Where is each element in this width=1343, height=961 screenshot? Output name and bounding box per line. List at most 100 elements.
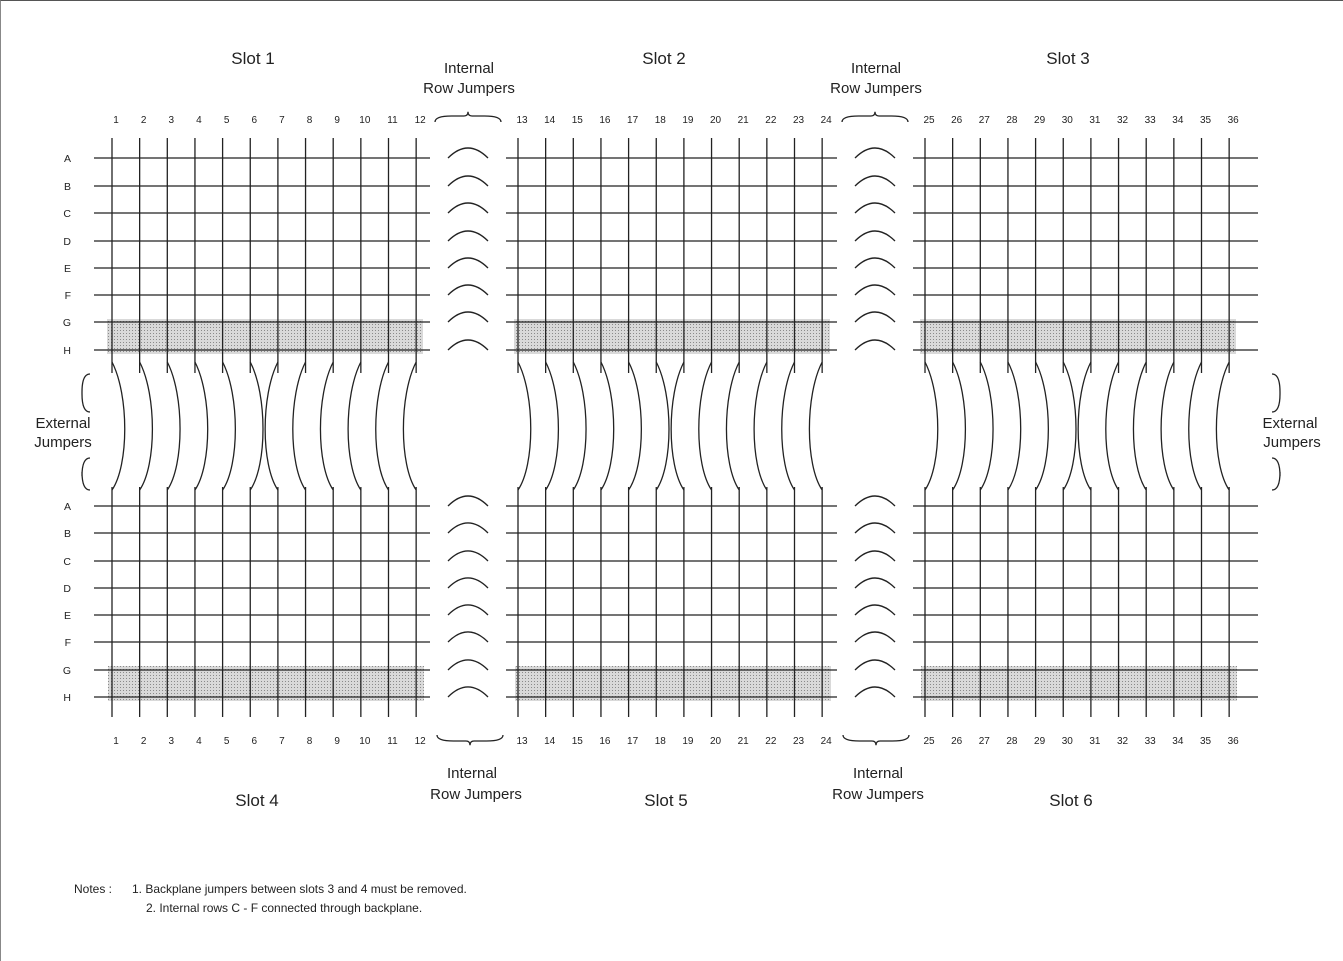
external-jumper-4 — [194, 361, 209, 491]
external-jumper-26 — [952, 361, 967, 491]
column-number-top-8: 8 — [307, 115, 313, 126]
row-label-top-G: G — [63, 317, 71, 329]
row-line-bottom-C — [94, 550, 1258, 562]
row-line-top-D — [94, 230, 1258, 242]
column-number-bottom-19: 19 — [682, 736, 694, 747]
column-number-bottom-12: 12 — [415, 736, 427, 747]
external-jumper-34 — [1160, 361, 1175, 491]
slot-3-title: Slot 3 — [1046, 49, 1089, 68]
external-jumper-13 — [517, 361, 532, 491]
column-number-top-23: 23 — [793, 115, 805, 126]
note-2: 2. Internal rows C - F connected through… — [146, 901, 422, 915]
row-label-top-A: A — [64, 153, 71, 165]
shaded-band-top-1 — [107, 319, 423, 354]
slot-5-title: Slot 5 — [644, 791, 687, 810]
column-number-bottom-20: 20 — [710, 736, 722, 747]
external-jumper-25 — [924, 361, 939, 491]
column-number-top-33: 33 — [1145, 115, 1157, 126]
external-jumper-10 — [347, 361, 362, 491]
row-line-bottom-A — [94, 495, 1258, 507]
external-jumper-21 — [725, 361, 740, 491]
column-number-bottom-13: 13 — [516, 736, 528, 747]
column-number-bottom-23: 23 — [793, 736, 805, 747]
column-number-top-3: 3 — [169, 115, 175, 126]
internal-jumpers-top-left-line1: Internal — [444, 60, 494, 77]
external-jumper-19 — [670, 361, 685, 491]
column-number-bottom-31: 31 — [1089, 736, 1101, 747]
column-number-top-1: 1 — [113, 115, 119, 126]
column-number-bottom-4: 4 — [196, 736, 202, 747]
column-number-bottom-1: 1 — [113, 736, 119, 747]
column-number-top-24: 24 — [821, 115, 833, 126]
external-jumpers-right-line1: External — [1262, 415, 1317, 432]
row-line-bottom-G — [94, 659, 1258, 671]
slot-4-title: Slot 4 — [235, 791, 278, 810]
column-number-bottom-15: 15 — [572, 736, 584, 747]
row-label-top-E: E — [64, 263, 71, 275]
column-number-top-13: 13 — [516, 115, 528, 126]
slot-1-title: Slot 1 — [231, 49, 274, 68]
column-number-bottom-34: 34 — [1172, 736, 1184, 747]
external-jumper-20 — [698, 361, 713, 491]
column-number-top-18: 18 — [655, 115, 667, 126]
row-label-bottom-B: B — [64, 528, 71, 540]
column-number-top-7: 7 — [279, 115, 285, 126]
internal-jumpers-top-left-line2: Row Jumpers — [423, 80, 515, 97]
row-line-top-C — [94, 202, 1258, 214]
row-label-bottom-F: F — [65, 637, 71, 649]
external-jumper-35 — [1188, 361, 1203, 491]
slot-6-title: Slot 6 — [1049, 791, 1092, 810]
column-number-top-16: 16 — [599, 115, 611, 126]
row-label-top-F: F — [65, 290, 71, 302]
column-number-bottom-28: 28 — [1006, 736, 1018, 747]
internal-jumpers-bottom-left-line2: Row Jumpers — [430, 786, 522, 803]
column-number-bottom-26: 26 — [951, 736, 963, 747]
column-number-top-2: 2 — [141, 115, 147, 126]
brace-bottom-left — [436, 734, 504, 746]
column-number-bottom-2: 2 — [141, 736, 147, 747]
brace-top-right — [841, 111, 909, 123]
column-number-top-27: 27 — [979, 115, 991, 126]
column-number-bottom-24: 24 — [821, 736, 833, 747]
external-jumpers-right-line2: Jumpers — [1263, 434, 1321, 451]
column-number-bottom-27: 27 — [979, 736, 991, 747]
internal-jumpers-top-right-line1: Internal — [851, 60, 901, 77]
column-number-bottom-33: 33 — [1145, 736, 1157, 747]
external-jumper-17 — [628, 361, 642, 491]
brace-left-lower — [81, 457, 91, 491]
external-jumper-6 — [249, 361, 264, 491]
external-jumpers-left-line2: Jumpers — [34, 434, 92, 451]
row-label-bottom-E: E — [64, 610, 71, 622]
external-jumper-24 — [808, 361, 823, 491]
external-jumper-36 — [1215, 361, 1230, 491]
row-line-bottom-E — [94, 604, 1258, 616]
external-jumper-7 — [264, 361, 279, 491]
external-jumpers-left-line1: External — [35, 415, 90, 432]
external-jumper-14 — [545, 361, 560, 491]
internal-jumpers-bottom-right-line1: Internal — [853, 765, 903, 782]
column-number-top-19: 19 — [682, 115, 694, 126]
column-number-bottom-29: 29 — [1034, 736, 1046, 747]
external-jumper-2 — [139, 361, 154, 491]
external-jumper-33 — [1132, 361, 1147, 491]
internal-jumpers-bottom-left-line1: Internal — [447, 765, 497, 782]
column-number-top-5: 5 — [224, 115, 230, 126]
row-label-top-B: B — [64, 181, 71, 193]
row-line-top-H — [94, 339, 1258, 351]
column-number-top-28: 28 — [1006, 115, 1018, 126]
external-jumper-31 — [1077, 361, 1092, 491]
row-line-top-B — [94, 175, 1258, 187]
column-number-top-30: 30 — [1062, 115, 1074, 126]
shaded-band-bottom-3 — [921, 666, 1237, 701]
column-number-top-6: 6 — [251, 115, 257, 126]
row-label-bottom-D: D — [63, 583, 71, 595]
external-jumper-28 — [1007, 361, 1022, 491]
column-number-bottom-5: 5 — [224, 736, 230, 747]
brace-top-left — [434, 111, 502, 123]
column-number-bottom-6: 6 — [251, 736, 257, 747]
column-number-bottom-22: 22 — [765, 736, 777, 747]
column-number-top-15: 15 — [572, 115, 584, 126]
row-line-bottom-D — [94, 577, 1258, 589]
column-number-bottom-16: 16 — [599, 736, 611, 747]
